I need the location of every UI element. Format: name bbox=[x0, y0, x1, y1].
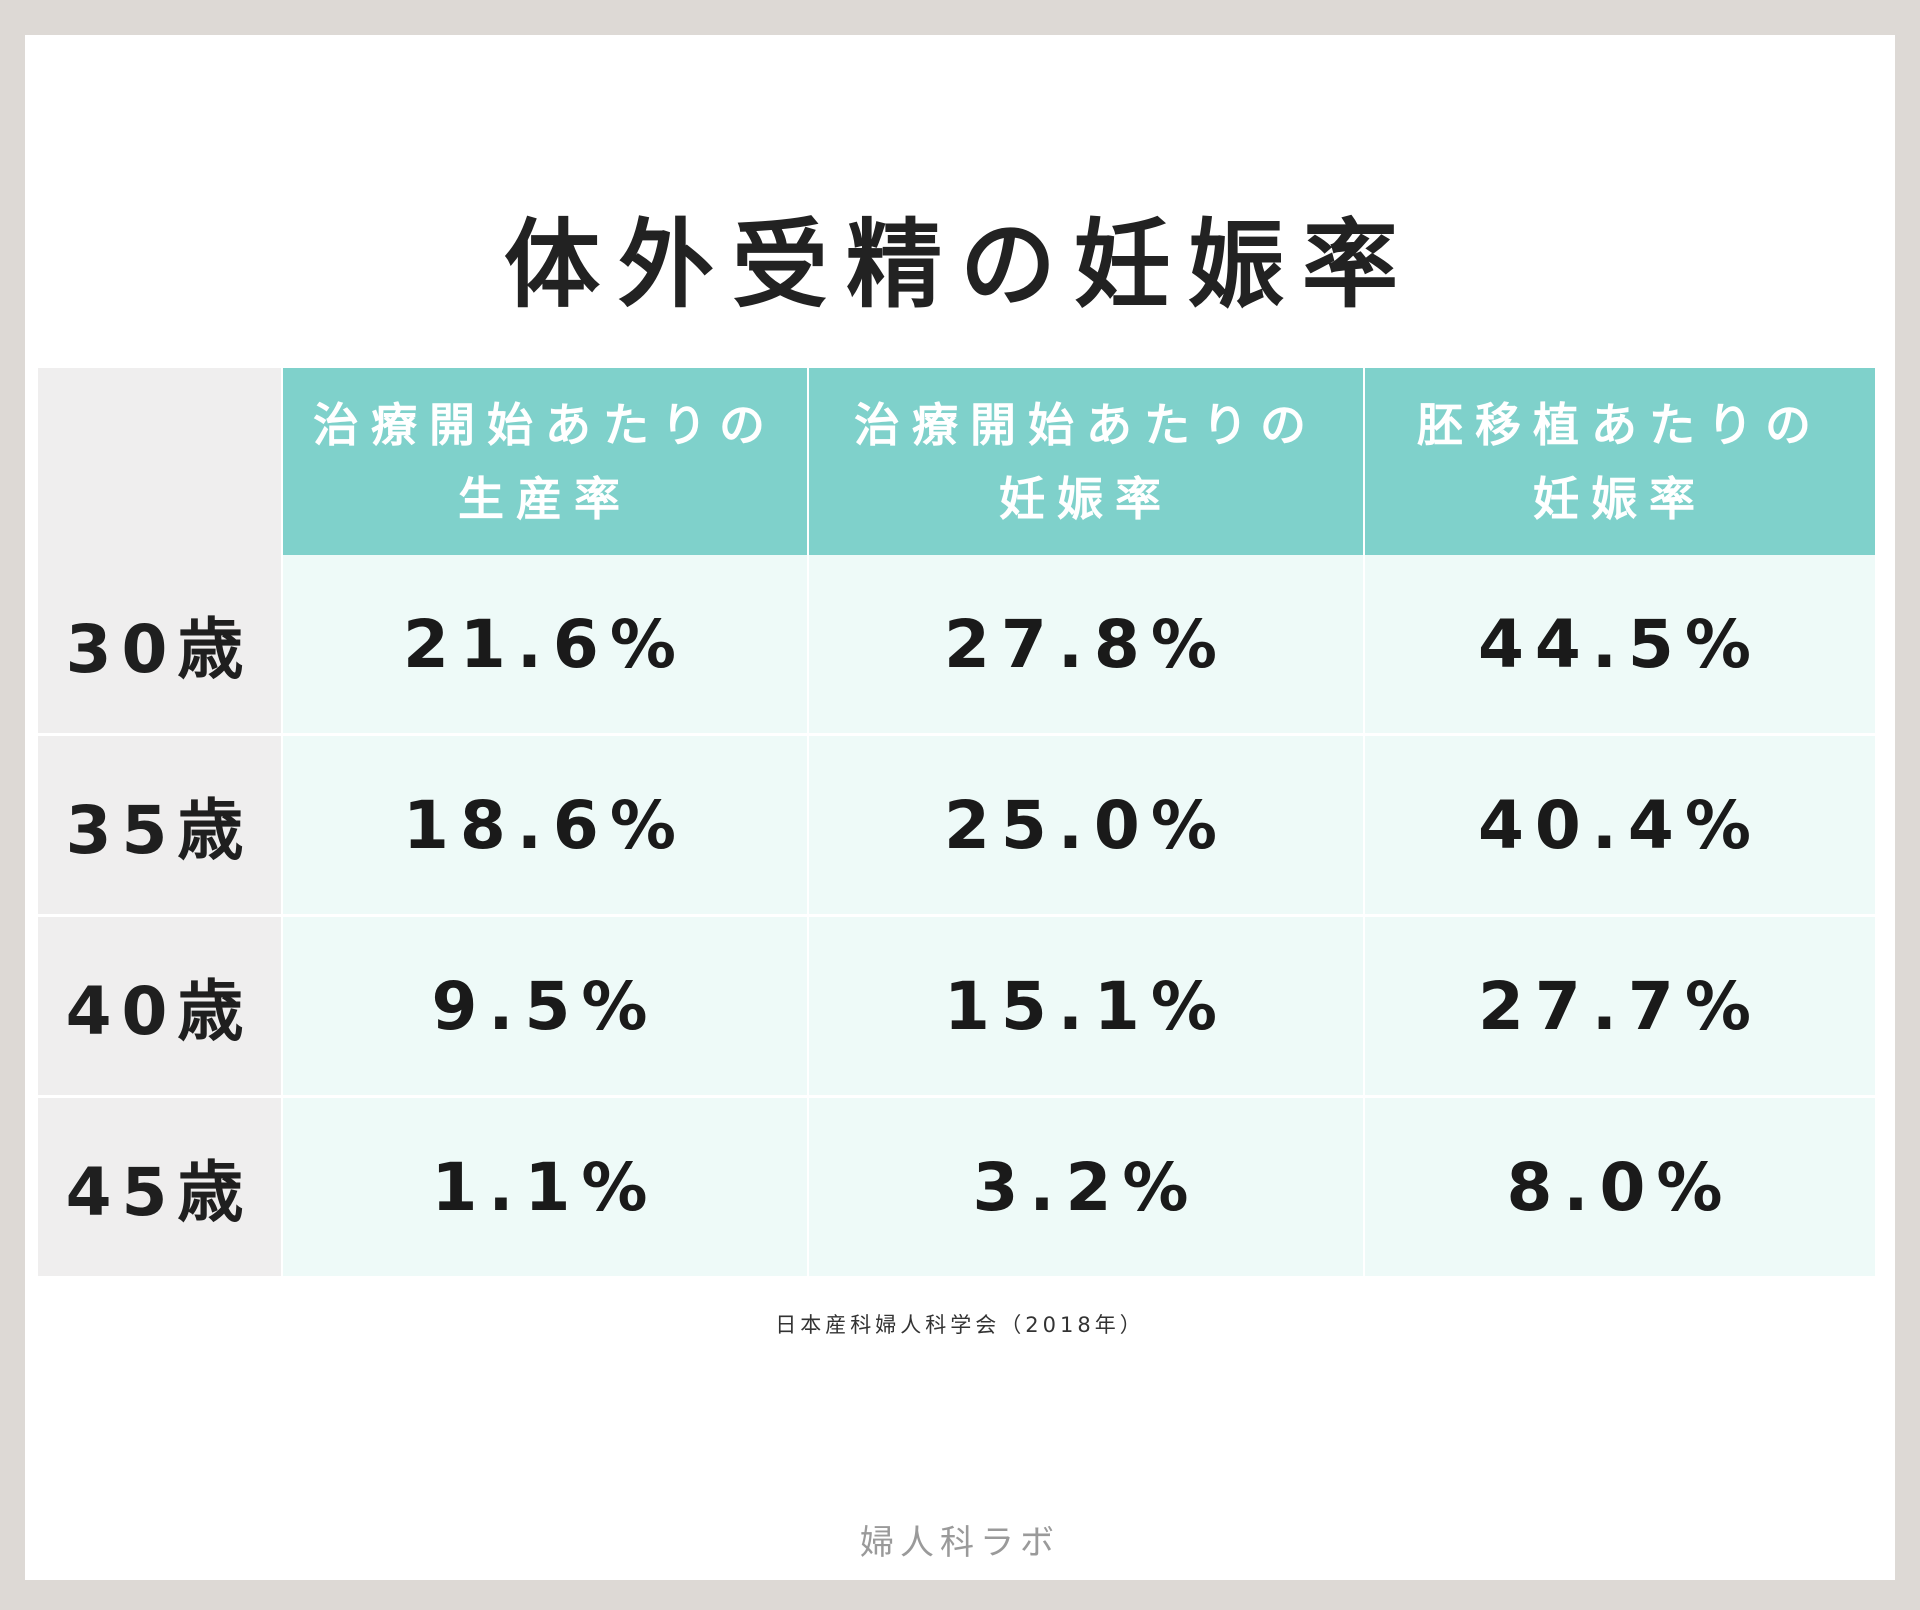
column-header-live-birth: 治療開始あたりの 生産率 bbox=[281, 368, 808, 555]
rate-value: 1.1% bbox=[281, 1096, 808, 1276]
source-note: 日本産科婦人科学会（2018年） bbox=[775, 1313, 1145, 1337]
site-logo: 婦人科ラボ bbox=[860, 1523, 1060, 1563]
rate-value: 8.0% bbox=[1363, 1096, 1875, 1276]
age-label: 40歳 bbox=[38, 915, 282, 1098]
rate-value: 44.5% bbox=[1363, 555, 1875, 736]
infographic-card: 体外受精の妊娠率 治療開始あたりの 生産率 治療開始あたりの 妊娠率 胚移植あた… bbox=[25, 35, 1895, 1580]
column-header-pregnancy-per-start: 治療開始あたりの 妊娠率 bbox=[807, 368, 1364, 555]
rate-table: 治療開始あたりの 生産率 治療開始あたりの 妊娠率 胚移植あたりの 妊娠率 30… bbox=[38, 368, 1875, 1276]
column-header-line: 妊娠率 bbox=[999, 471, 1173, 526]
table-row: 45歳 1.1% 3.2% 8.0% bbox=[38, 1096, 1875, 1276]
age-label: 35歳 bbox=[38, 734, 282, 917]
rate-value: 27.7% bbox=[1363, 915, 1875, 1098]
age-label: 30歳 bbox=[38, 555, 282, 736]
age-label: 45歳 bbox=[38, 1096, 282, 1276]
rate-value: 15.1% bbox=[807, 915, 1364, 1098]
page-title: 体外受精の妊娠率 bbox=[504, 209, 1416, 321]
rate-value: 3.2% bbox=[807, 1096, 1364, 1276]
corner-cell bbox=[38, 368, 282, 555]
column-header-line: 治療開始あたりの bbox=[854, 397, 1318, 452]
column-header-line: 治療開始あたりの bbox=[313, 397, 777, 452]
rate-value: 9.5% bbox=[281, 915, 808, 1098]
table-row: 35歳 18.6% 25.0% 40.4% bbox=[38, 734, 1875, 917]
table-row: 30歳 21.6% 27.8% 44.5% bbox=[38, 555, 1875, 736]
table-row: 40歳 9.5% 15.1% 27.7% bbox=[38, 915, 1875, 1098]
header-row: 治療開始あたりの 生産率 治療開始あたりの 妊娠率 胚移植あたりの 妊娠率 bbox=[38, 368, 1875, 555]
rate-value: 40.4% bbox=[1363, 734, 1875, 917]
column-header-line: 妊娠率 bbox=[1533, 471, 1707, 526]
rate-value: 25.0% bbox=[807, 734, 1364, 917]
column-header-line: 胚移植あたりの bbox=[1417, 397, 1823, 452]
column-header-pregnancy-per-transfer: 胚移植あたりの 妊娠率 bbox=[1363, 368, 1875, 555]
rate-value: 27.8% bbox=[807, 555, 1364, 736]
column-header-line: 生産率 bbox=[458, 471, 632, 526]
rate-value: 21.6% bbox=[281, 555, 808, 736]
rate-value: 18.6% bbox=[281, 734, 808, 917]
